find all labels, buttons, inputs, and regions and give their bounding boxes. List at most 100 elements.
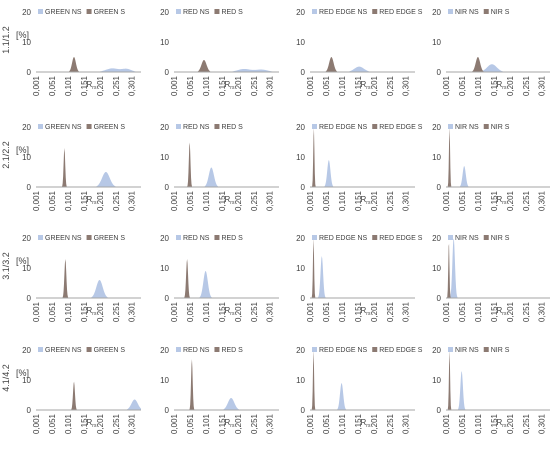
x-tick-label: 0,251 — [522, 190, 531, 211]
y-unit-label: [%] — [16, 30, 29, 40]
y-tick-label: 10 — [160, 153, 169, 162]
x-tick-label: 0,151 — [490, 301, 499, 322]
x-tick-label: 0,001 — [32, 301, 41, 322]
y-tick-label: 20 — [160, 8, 169, 17]
x-tick-label: 0,201 — [506, 413, 515, 434]
legend-label: RED EDGE NS — [319, 347, 368, 354]
x-tick-label: 0,101 — [474, 413, 483, 434]
x-tick-label: 0,101 — [202, 413, 211, 434]
legend-label: NIR NS — [455, 235, 479, 242]
x-axis-label-subscript: rs — [230, 423, 235, 429]
x-tick-label: 0,251 — [112, 190, 121, 211]
legend-swatch — [38, 347, 43, 352]
x-axis-label-main: R — [87, 80, 93, 89]
x-tick-label: 0,101 — [338, 413, 347, 434]
x-tick-label: 0,001 — [306, 190, 315, 211]
legend-label: RED EDGE NS — [319, 9, 368, 16]
legend-label: NIR NS — [455, 124, 479, 131]
x-tick-label: 0,251 — [386, 190, 395, 211]
y-tick-label: 0 — [437, 406, 442, 415]
legend-label: RED NS — [183, 347, 210, 354]
x-tick-label: 0,051 — [48, 301, 57, 322]
y-tick-label: 0 — [301, 406, 306, 415]
x-tick-label: 0,101 — [202, 301, 211, 322]
legend-swatch — [483, 9, 489, 14]
y-tick-label: 0 — [165, 294, 170, 303]
x-tick-label: 0,101 — [64, 75, 73, 96]
y-tick-label: 20 — [296, 234, 305, 243]
x-tick-label: 0,301 — [538, 301, 547, 322]
y-tick-label: 20 — [160, 234, 169, 243]
x-axis-label-main: R — [87, 306, 93, 315]
x-axis-label-main: R — [497, 418, 503, 427]
x-tick-label: 0,051 — [458, 301, 467, 322]
x-axis-label-subscript: rs — [230, 311, 235, 317]
y-tick-label: 10 — [22, 153, 31, 162]
series-area-red-edge-s — [310, 128, 415, 187]
y-tick-label: 10 — [22, 264, 31, 273]
subplot: 0 10 20 0,001 0,051 0,101 0,151 0,201 0,251 0,301… — [160, 346, 279, 434]
x-axis-label: Rrs — [87, 80, 97, 91]
x-tick-label: 0,251 — [112, 413, 121, 434]
x-axis-label-main: R — [361, 306, 367, 315]
x-tick-label: 0,151 — [80, 301, 89, 322]
x-tick-label: 0,001 — [442, 75, 451, 96]
x-tick-label: 0,001 — [442, 190, 451, 211]
y-unit-label: [%] — [16, 368, 29, 378]
x-tick-label: 0,151 — [490, 190, 499, 211]
legend-swatch — [312, 9, 317, 14]
x-tick-label: 0,101 — [338, 301, 347, 322]
legend-label: RED EDGE NS — [319, 124, 368, 131]
x-tick-label: 0,201 — [96, 413, 105, 434]
series-area-nir-s — [446, 244, 550, 298]
x-tick-label: 0,051 — [186, 75, 195, 96]
x-tick-label: 0,001 — [170, 75, 179, 96]
y-tick-label: 0 — [301, 183, 306, 192]
legend-swatch — [214, 124, 220, 129]
x-axis-label-subscript: rs — [92, 200, 97, 206]
series-area-red-s — [174, 142, 279, 187]
x-tick-label: 0,151 — [490, 75, 499, 96]
series-area-red-edge-ns — [310, 66, 415, 72]
legend-label: GREEN S — [94, 235, 126, 242]
x-axis-label-main: R — [497, 80, 503, 89]
x-tick-label: 0,001 — [170, 413, 179, 434]
x-tick-label: 0,201 — [234, 301, 243, 322]
series-area-red-s — [174, 259, 279, 298]
y-tick-label: 0 — [27, 183, 32, 192]
series-area-green-s — [36, 148, 141, 187]
y-tick-label: 20 — [22, 123, 31, 132]
legend-swatch — [312, 235, 317, 240]
x-tick-label: 0,151 — [354, 301, 363, 322]
x-tick-label: 0,051 — [322, 413, 331, 434]
y-tick-label: 0 — [165, 183, 170, 192]
legend-swatch — [86, 124, 92, 129]
legend-label: RED S — [221, 9, 243, 16]
legend-swatch — [214, 347, 220, 352]
subplot: 0 10 20 0,001 0,051 0,101 0,151 0,201 0,251 0,301… — [296, 8, 423, 96]
x-tick-label: 0,251 — [522, 413, 531, 434]
x-tick-label: 0,001 — [32, 75, 41, 96]
subplot: 0 10 20 0,001 0,051 0,101 0,151 0,201 0,251 0,301… — [160, 123, 279, 211]
x-tick-label: 0,201 — [96, 75, 105, 96]
x-tick-label: 0,051 — [48, 413, 57, 434]
legend-swatch — [176, 9, 181, 14]
y-tick-label: 0 — [165, 68, 170, 77]
series-area-red-edge-ns — [310, 383, 415, 410]
legend-swatch — [214, 9, 220, 14]
y-tick-label: 10 — [432, 264, 441, 273]
x-tick-label: 0,101 — [202, 75, 211, 96]
x-tick-label: 0,301 — [538, 75, 547, 96]
y-tick-label: 10 — [296, 38, 305, 47]
x-axis-label-main: R — [361, 418, 367, 427]
legend-swatch — [448, 347, 453, 352]
x-axis-label-main: R — [497, 195, 503, 204]
x-tick-label: 0,301 — [538, 413, 547, 434]
x-axis-label: Rrs — [87, 306, 97, 317]
y-tick-label: 20 — [160, 123, 169, 132]
y-tick-label: 10 — [296, 264, 305, 273]
x-axis-label: Rrs — [87, 418, 97, 429]
x-tick-label: 0,051 — [186, 301, 195, 322]
x-axis-label-main: R — [225, 80, 231, 89]
